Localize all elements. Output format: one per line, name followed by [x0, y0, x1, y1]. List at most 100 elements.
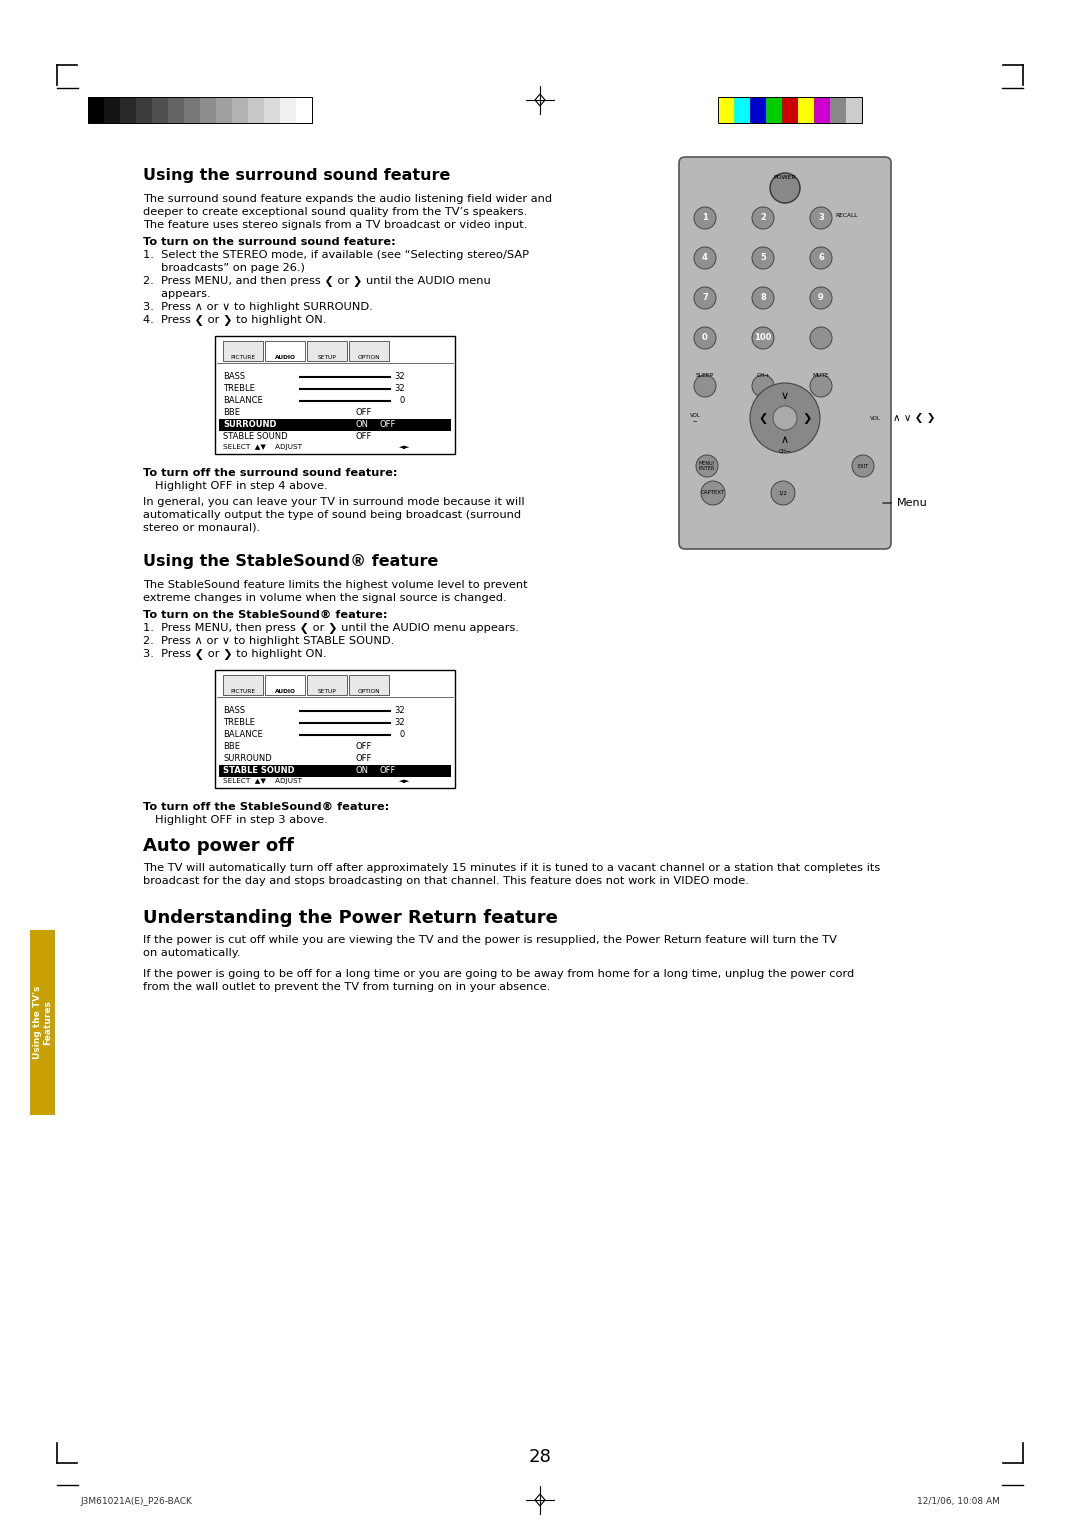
- Text: TREBLE: TREBLE: [222, 384, 255, 393]
- Text: 32: 32: [394, 706, 405, 715]
- Bar: [136, 96, 152, 122]
- Bar: [718, 96, 734, 122]
- Circle shape: [752, 248, 774, 269]
- Bar: [168, 96, 184, 122]
- Text: deeper to create exceptional sound quality from the TV’s speakers.: deeper to create exceptional sound quali…: [143, 206, 527, 217]
- Text: 4.  Press ❮ or ❯ to highlight ON.: 4. Press ❮ or ❯ to highlight ON.: [143, 315, 326, 325]
- Text: SETUP: SETUP: [318, 354, 337, 361]
- Bar: [222, 341, 264, 361]
- Text: PICTURE: PICTURE: [230, 689, 256, 694]
- Circle shape: [773, 406, 797, 429]
- Text: from the wall outlet to prevent the TV from turning on in your absence.: from the wall outlet to prevent the TV f…: [143, 983, 550, 992]
- Circle shape: [770, 173, 800, 203]
- Text: 0: 0: [400, 730, 405, 740]
- Bar: [216, 96, 232, 122]
- Text: ON: ON: [355, 420, 368, 429]
- Text: OFF: OFF: [355, 408, 372, 417]
- FancyBboxPatch shape: [679, 157, 891, 549]
- Text: 3: 3: [819, 214, 824, 223]
- Text: PICTURE: PICTURE: [230, 354, 256, 361]
- Text: OFF: OFF: [355, 743, 372, 750]
- Text: 32: 32: [394, 384, 405, 393]
- Bar: [264, 96, 280, 122]
- Text: 2: 2: [760, 214, 766, 223]
- Bar: [296, 96, 312, 122]
- Circle shape: [752, 374, 774, 397]
- Circle shape: [752, 287, 774, 309]
- Text: RECALL: RECALL: [835, 212, 858, 219]
- Text: If the power is going to be off for a long time or you are going to be away from: If the power is going to be off for a lo…: [143, 969, 854, 979]
- Text: SURROUND: SURROUND: [222, 420, 276, 429]
- Circle shape: [810, 374, 832, 397]
- Polygon shape: [535, 95, 545, 105]
- Text: AUDIO: AUDIO: [274, 354, 296, 361]
- Text: 1.  Select the STEREO mode, if available (see “Selecting stereo/SAP: 1. Select the STEREO mode, if available …: [143, 251, 529, 260]
- Text: EXIT: EXIT: [858, 463, 868, 469]
- Text: BALANCE: BALANCE: [222, 730, 262, 740]
- Circle shape: [771, 481, 795, 504]
- Text: BBE: BBE: [222, 408, 240, 417]
- Circle shape: [694, 374, 716, 397]
- Circle shape: [696, 455, 718, 477]
- Text: BBE: BBE: [222, 743, 240, 750]
- Polygon shape: [535, 1494, 545, 1507]
- Bar: [307, 675, 347, 695]
- Text: ON: ON: [355, 766, 368, 775]
- Text: appears.: appears.: [143, 289, 211, 299]
- Text: 5: 5: [760, 254, 766, 263]
- Text: ❯: ❯: [802, 413, 812, 423]
- Text: STABLE SOUND: STABLE SOUND: [222, 432, 287, 442]
- Circle shape: [694, 206, 716, 229]
- Circle shape: [701, 481, 725, 504]
- Text: broadcasts” on page 26.): broadcasts” on page 26.): [143, 263, 305, 274]
- Bar: [798, 96, 814, 122]
- Text: Using the TV's
Features: Using the TV's Features: [32, 986, 52, 1059]
- Bar: [104, 96, 120, 122]
- Text: 3.  Press ∧ or ∨ to highlight SURROUND.: 3. Press ∧ or ∨ to highlight SURROUND.: [143, 303, 373, 312]
- Circle shape: [752, 327, 774, 348]
- Text: Using the StableSound® feature: Using the StableSound® feature: [143, 555, 438, 568]
- Text: 8: 8: [760, 293, 766, 303]
- Circle shape: [694, 327, 716, 348]
- Bar: [222, 675, 264, 695]
- Bar: [215, 669, 455, 788]
- Bar: [831, 96, 846, 122]
- Circle shape: [750, 384, 820, 452]
- Text: STABLE SOUND: STABLE SOUND: [222, 766, 295, 775]
- Bar: [120, 96, 136, 122]
- Text: 100: 100: [754, 333, 772, 342]
- Text: 28: 28: [528, 1449, 552, 1465]
- Text: 1.  Press MENU, then press ❮ or ❯ until the AUDIO menu appears.: 1. Press MENU, then press ❮ or ❯ until t…: [143, 623, 519, 634]
- Text: BALANCE: BALANCE: [222, 396, 262, 405]
- Bar: [718, 96, 862, 122]
- Circle shape: [810, 287, 832, 309]
- Bar: [734, 96, 750, 122]
- Bar: [846, 96, 862, 122]
- Text: The feature uses stereo signals from a TV broadcast or video input.: The feature uses stereo signals from a T…: [143, 220, 527, 231]
- Text: OFF: OFF: [355, 432, 372, 442]
- Text: SELECT  ▲▼    ADJUST: SELECT ▲▼ ADJUST: [222, 445, 302, 451]
- Bar: [184, 96, 200, 122]
- Text: 4: 4: [702, 254, 707, 263]
- Text: 7: 7: [702, 293, 707, 303]
- Text: OFF: OFF: [380, 766, 396, 775]
- Text: 2.  Press MENU, and then press ❮ or ❯ until the AUDIO menu: 2. Press MENU, and then press ❮ or ❯ unt…: [143, 277, 490, 287]
- Bar: [30, 931, 55, 1115]
- Text: VOL: VOL: [869, 416, 880, 420]
- Text: Highlight OFF in step 4 above.: Highlight OFF in step 4 above.: [156, 481, 327, 490]
- Text: extreme changes in volume when the signal source is changed.: extreme changes in volume when the signa…: [143, 593, 507, 604]
- Bar: [219, 419, 451, 431]
- Circle shape: [694, 287, 716, 309]
- Text: SELECT  ▲▼    ADJUST: SELECT ▲▼ ADJUST: [222, 778, 302, 784]
- Bar: [87, 96, 104, 122]
- Bar: [280, 96, 296, 122]
- Text: Highlight OFF in step 3 above.: Highlight OFF in step 3 above.: [156, 814, 327, 825]
- Text: To turn off the surround sound feature:: To turn off the surround sound feature:: [143, 468, 397, 478]
- Bar: [87, 96, 312, 122]
- Text: 0: 0: [400, 396, 405, 405]
- Text: CAPTEXT: CAPTEXT: [701, 490, 725, 495]
- Circle shape: [810, 327, 832, 348]
- Bar: [814, 96, 831, 122]
- Circle shape: [752, 206, 774, 229]
- Text: ∨: ∨: [781, 391, 789, 400]
